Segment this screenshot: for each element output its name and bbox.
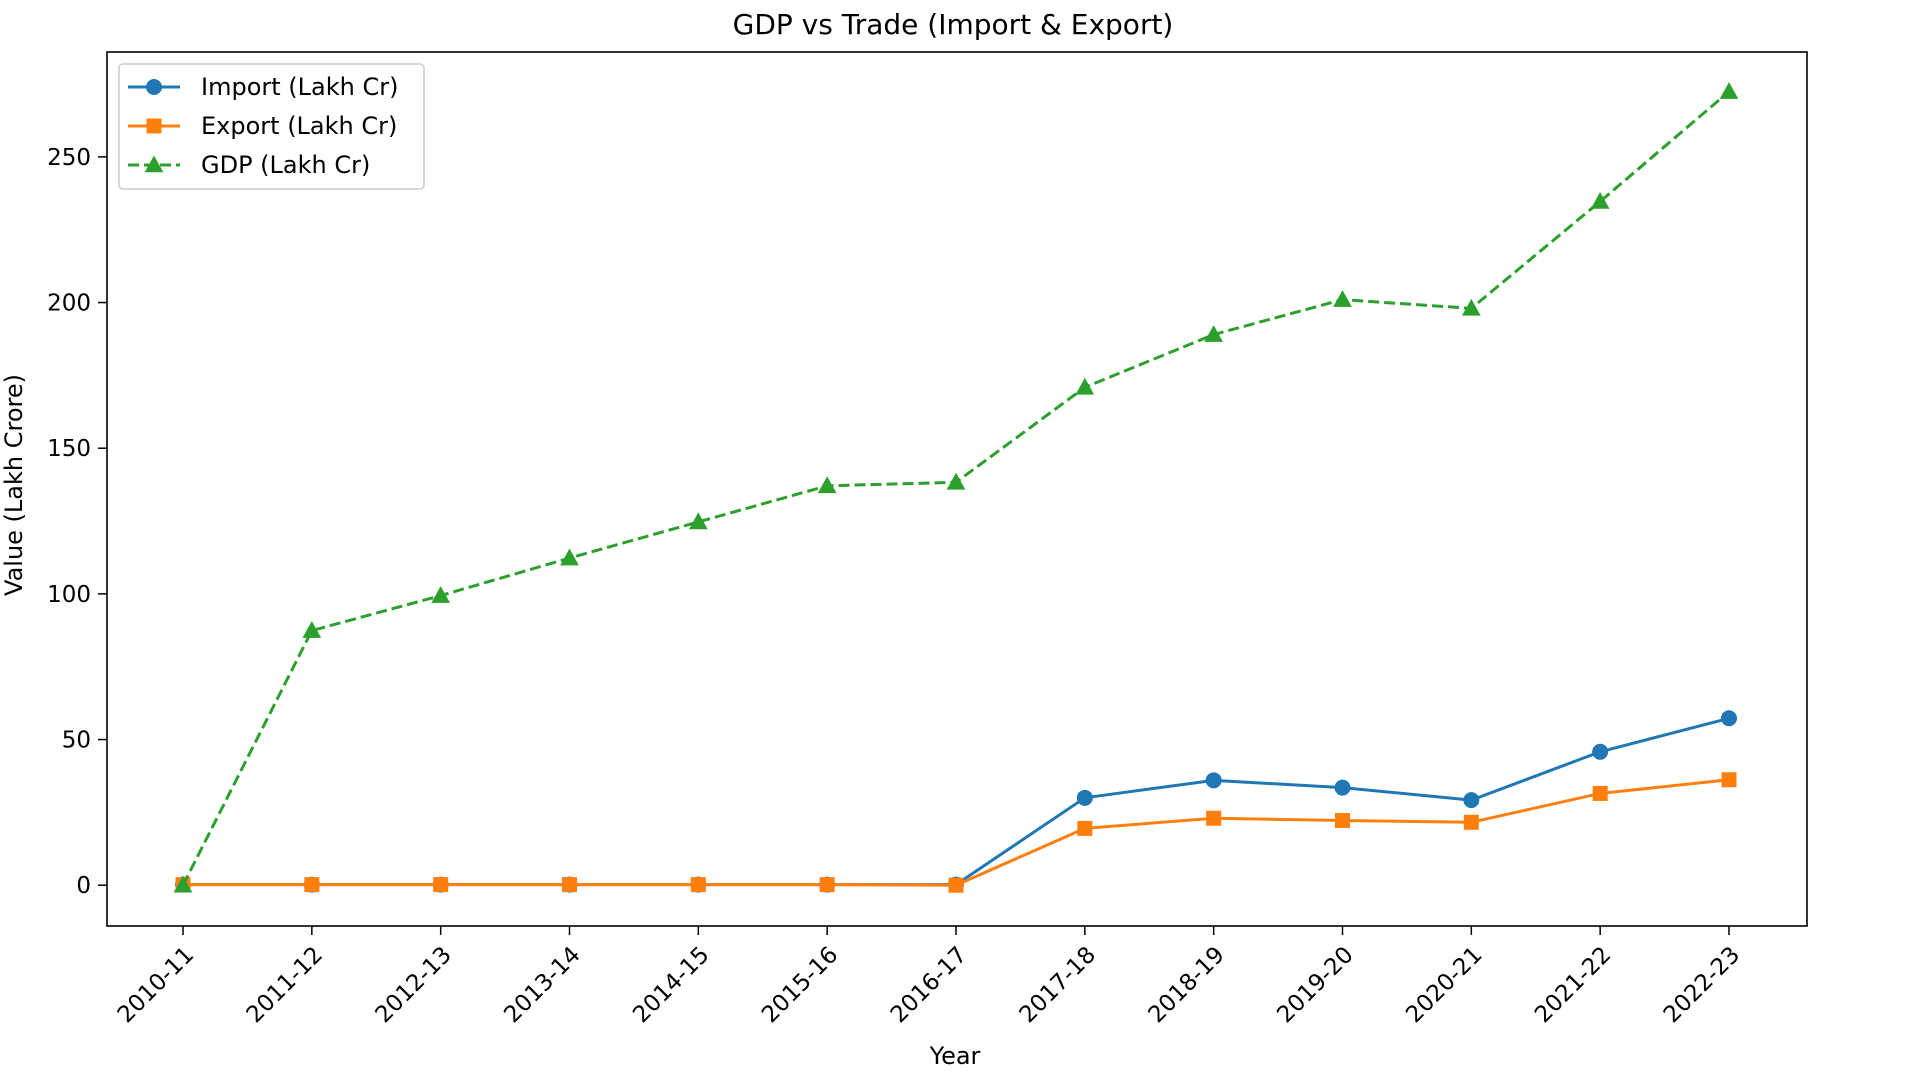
y-tick-label: 150 bbox=[47, 436, 91, 462]
data-point bbox=[433, 877, 449, 893]
x-tick-label: 2015-16 bbox=[757, 942, 843, 1028]
legend-item: Import (Lakh Cr) bbox=[128, 73, 398, 101]
x-tick-label: 2018-19 bbox=[1144, 942, 1230, 1028]
data-point bbox=[1592, 743, 1609, 760]
data-point bbox=[173, 875, 193, 893]
data-point bbox=[690, 877, 706, 893]
series-line bbox=[183, 778, 1730, 887]
data-point bbox=[302, 621, 322, 638]
series-0 bbox=[175, 710, 1737, 893]
x-tick-label: 2020-21 bbox=[1401, 942, 1487, 1028]
data-point bbox=[1463, 792, 1480, 809]
data-point bbox=[1334, 779, 1351, 796]
legend-box bbox=[118, 63, 425, 190]
x-tick-label: 2012-13 bbox=[371, 942, 457, 1028]
legend-item: Export (Lakh Cr) bbox=[128, 112, 397, 140]
series-line bbox=[183, 716, 1730, 887]
data-point bbox=[1077, 820, 1093, 836]
plot-frame bbox=[106, 51, 1808, 927]
data-point bbox=[431, 586, 451, 603]
y-tick-label: 50 bbox=[62, 728, 91, 754]
data-point bbox=[562, 877, 577, 893]
y-axis-label: Value (Lakh Crore) bbox=[0, 374, 28, 596]
legend-label: GDP (Lakh Cr) bbox=[201, 151, 370, 179]
data-point bbox=[688, 512, 708, 530]
y-axis: 0 50 100 150 200 250 bbox=[47, 145, 107, 899]
x-tick-label: 2019-20 bbox=[1272, 942, 1358, 1028]
data-point bbox=[946, 472, 966, 490]
x-tick-label: 2016-17 bbox=[886, 942, 972, 1028]
data-point bbox=[819, 877, 835, 893]
chart-title: GDP vs Trade (Import & Export) bbox=[733, 8, 1174, 41]
legend-marker bbox=[146, 118, 162, 134]
series-2 bbox=[173, 82, 1739, 893]
data-point bbox=[1076, 789, 1093, 806]
data-point bbox=[1333, 290, 1352, 307]
data-point bbox=[1592, 785, 1608, 801]
y-tick-label: 0 bbox=[76, 873, 91, 899]
x-tick-label: 2017-18 bbox=[1015, 942, 1101, 1028]
data-point bbox=[1206, 810, 1222, 826]
data-point bbox=[1335, 813, 1350, 829]
data-point bbox=[1719, 82, 1739, 99]
legend-marker bbox=[146, 79, 162, 95]
data-point bbox=[560, 548, 579, 566]
x-tick-label: 2022-23 bbox=[1659, 942, 1745, 1028]
data-point bbox=[1075, 377, 1095, 395]
x-tick-label: 2014-15 bbox=[628, 942, 714, 1028]
x-tick-label: 2013-14 bbox=[499, 942, 585, 1028]
data-point bbox=[1204, 325, 1224, 342]
data-point bbox=[1590, 191, 1610, 209]
x-axis-label: Year bbox=[929, 1042, 981, 1070]
legend-item: GDP (Lakh Cr) bbox=[128, 151, 370, 179]
legend: Import (Lakh Cr) Export (Lakh Cr) GDP (Lak… bbox=[118, 63, 425, 190]
data-point bbox=[1463, 814, 1479, 830]
y-tick-label: 100 bbox=[47, 582, 91, 608]
x-tick-label: 2011-12 bbox=[242, 942, 328, 1028]
x-axis: 2010-11 2011-12 2012-13 2013-14 2014-15 2015-… bbox=[113, 926, 1745, 1028]
data-point bbox=[1205, 772, 1222, 789]
data-point bbox=[1461, 298, 1481, 316]
legend-marker bbox=[144, 155, 164, 173]
series-layer bbox=[173, 82, 1739, 893]
series-1 bbox=[175, 772, 1737, 893]
legend-label: Import (Lakh Cr) bbox=[201, 73, 398, 101]
x-tick-label: 2010-11 bbox=[113, 942, 199, 1028]
data-point bbox=[817, 476, 837, 494]
data-point bbox=[304, 877, 320, 893]
data-point bbox=[1721, 710, 1737, 727]
data-point bbox=[948, 877, 964, 893]
plot-area bbox=[106, 51, 1808, 927]
data-point bbox=[1721, 772, 1737, 788]
y-tick-label: 250 bbox=[47, 145, 91, 171]
legend-label: Export (Lakh Cr) bbox=[201, 112, 397, 140]
y-tick-label: 200 bbox=[47, 291, 91, 317]
x-tick-label: 2021-22 bbox=[1530, 942, 1616, 1028]
